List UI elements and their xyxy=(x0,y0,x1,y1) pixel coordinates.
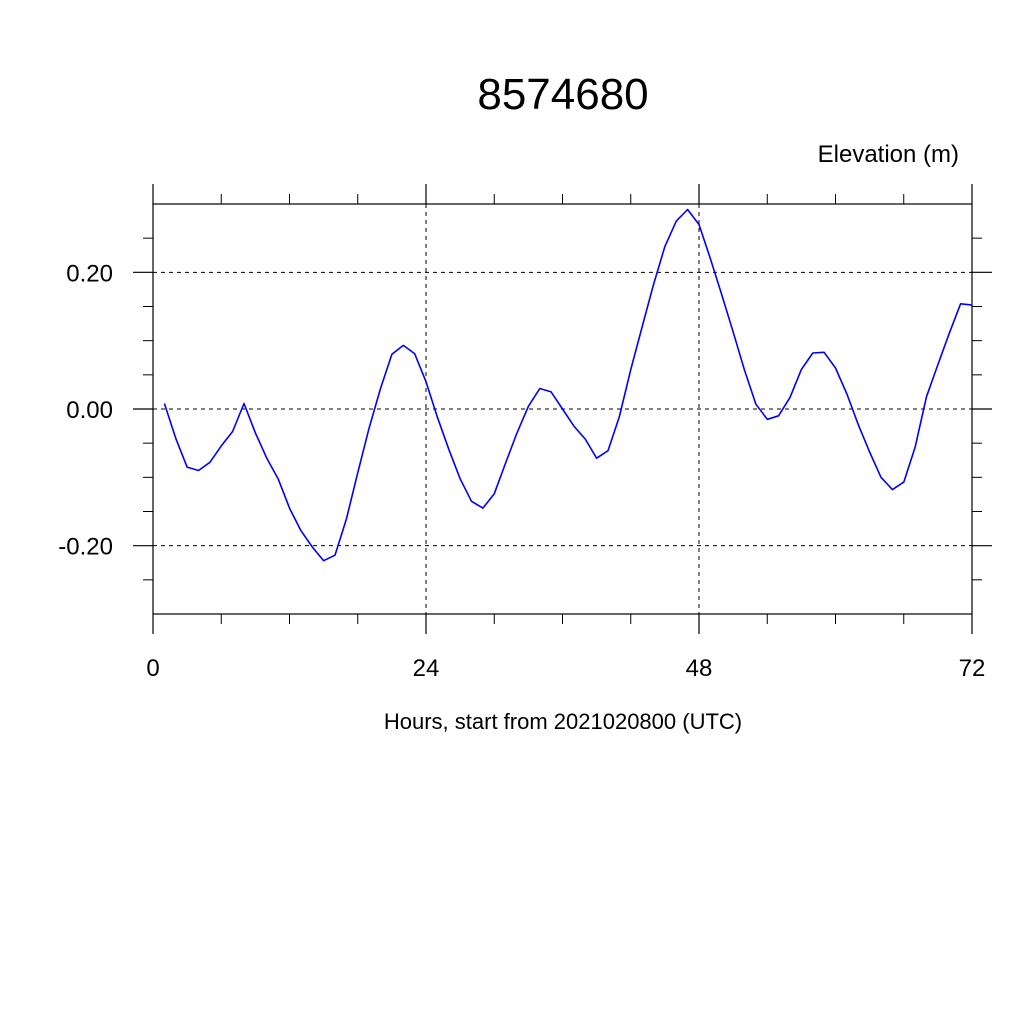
series-line xyxy=(163,208,973,562)
x-tick-label: 48 xyxy=(686,655,713,682)
y-tick-label: 0.00 xyxy=(66,397,113,424)
y-tick-labels: -0.20 0.00 0.20 xyxy=(58,260,113,560)
chart-title: 8574680 xyxy=(477,70,648,119)
y-axis-label: Elevation (m) xyxy=(818,141,959,168)
y-tick-label: -0.20 xyxy=(58,534,113,561)
x-tick-label: 72 xyxy=(959,655,986,682)
major-ticks xyxy=(133,184,992,634)
minor-ticks xyxy=(143,194,982,624)
y-tick-label: 0.20 xyxy=(66,260,113,287)
x-tick-label: 0 xyxy=(146,655,159,682)
x-tick-label: 24 xyxy=(413,655,440,682)
x-axis-title: Hours, start from 2021020800 (UTC) xyxy=(384,709,742,734)
series-layer xyxy=(163,208,973,562)
x-tick-labels: 0 24 48 72 xyxy=(146,655,985,682)
plot-frame xyxy=(152,203,973,615)
